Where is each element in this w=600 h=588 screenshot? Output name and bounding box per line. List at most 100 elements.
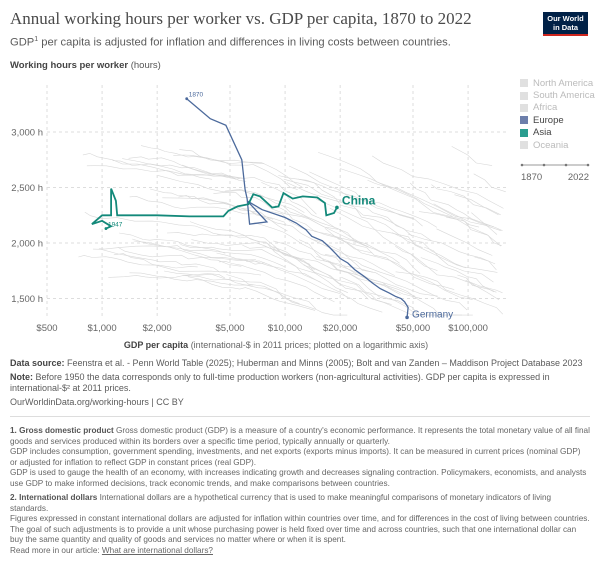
background-country-line [216, 252, 349, 299]
footnote-title: 1. Gross domestic product [10, 426, 114, 435]
background-country-line [419, 211, 502, 246]
background-country-line [283, 205, 421, 274]
background-country-line [166, 232, 276, 250]
x-tick-label: $2,000 [143, 323, 172, 334]
background-country-line [395, 246, 500, 301]
legend-swatch [520, 79, 528, 88]
legend-swatch [520, 116, 528, 125]
background-country-line [128, 156, 246, 179]
background-country-line [98, 245, 256, 262]
legend-item[interactable]: Africa [520, 102, 595, 114]
footnote-2: 2. International dollars International d… [10, 493, 590, 556]
background-country-line [113, 253, 262, 276]
subtitle-text: per capita is adjusted for inflation and… [38, 36, 451, 49]
background-country-line [424, 246, 494, 283]
timeline-start-label[interactable]: 1870 [521, 172, 542, 183]
y-tick-label: 1,500 h [11, 294, 43, 305]
footnote-title: 2. International dollars [10, 493, 98, 502]
series-start-point [104, 227, 108, 230]
background-country-line [451, 146, 493, 166]
timeline-end-label[interactable]: 2022 [568, 172, 589, 183]
background-country-line [178, 195, 288, 232]
series-start-label: 1870 [189, 92, 204, 99]
legend-item[interactable]: Europe [520, 114, 595, 126]
footnote-ref[interactable]: 1 [34, 36, 39, 43]
background-country-line [329, 207, 466, 269]
background-country-line [129, 195, 274, 220]
background-country-line [473, 173, 506, 193]
background-country-line [82, 153, 213, 180]
x-tick-label: $1,000 [88, 323, 117, 334]
x-tick-label: $10,000 [268, 323, 302, 334]
background-country-line [367, 179, 495, 228]
chart-url[interactable]: OurWorldinData.org/working-hours | CC BY [10, 397, 184, 407]
background-country-line [371, 155, 504, 209]
background-country-line [457, 274, 497, 293]
y-tick-label: 2,500 h [11, 183, 43, 194]
timeline-tick [520, 163, 524, 167]
background-country-line [278, 175, 414, 219]
background-country-line [286, 182, 432, 242]
background-country-line [433, 203, 501, 231]
background-country-line [299, 239, 421, 299]
background-country-line [122, 158, 247, 182]
background-country-line [446, 216, 501, 247]
background-country-line [256, 213, 395, 276]
background-country-line [311, 239, 438, 297]
footnote-text: The goal of such adjustments is to provi… [10, 524, 577, 545]
scatter-plot[interactable]: 1,500 h 2,000 h 2,500 h 3,000 h $500 $1,000 $2… [0, 0, 600, 350]
footnotes: 1. Gross domestic product Gross domestic… [10, 426, 590, 556]
background-country-line [179, 149, 298, 190]
background-country-line [78, 255, 198, 269]
background-country-line [191, 239, 315, 271]
legend-label: Oceania [533, 139, 569, 151]
owid-logo[interactable]: Our World in Data [543, 12, 588, 36]
background-country-line [218, 260, 335, 303]
x-tick-label: $20,000 [323, 323, 357, 334]
background-country-line [187, 276, 316, 311]
background-country-line [283, 178, 413, 237]
legend-swatch [520, 103, 528, 112]
background-country-line [454, 194, 499, 216]
background-country-line [391, 232, 498, 273]
legend-item[interactable]: Oceania [520, 139, 595, 151]
background-country-line [303, 264, 434, 316]
series-start-point [185, 97, 189, 101]
footnote-1: 1. Gross domestic product Gross domestic… [10, 426, 590, 489]
background-country-line [132, 238, 285, 267]
background-country-line [180, 244, 315, 274]
timeline-tick [564, 163, 568, 167]
background-country-line [140, 145, 265, 164]
footer: Data source: Feenstra et al. - Penn Worl… [10, 358, 590, 556]
x-tick-label: $50,000 [396, 323, 430, 334]
background-country-line [273, 240, 401, 295]
note-text: Before 1950 the data corresponds only to… [10, 372, 550, 393]
source-text: Feenstra et al. - Penn World Table (2025… [64, 358, 583, 368]
legend-item[interactable]: South America [520, 89, 595, 101]
series-label-china: China [342, 193, 376, 207]
international-dollars-link[interactable]: What are international dollars? [101, 545, 213, 555]
background-country-line [129, 272, 253, 286]
y-axis-title: Working hours per worker [10, 60, 129, 71]
series-end-point [335, 205, 339, 210]
footnote-text: Read more in our article: [10, 545, 102, 555]
background-country-line [420, 257, 495, 293]
y-tick-label: 3,000 h [11, 128, 43, 139]
note-label: Note: [10, 372, 33, 382]
background-country-line [318, 152, 453, 217]
legend-item[interactable]: North America [520, 77, 595, 89]
background-country-line [316, 198, 438, 271]
background-country-line [465, 280, 503, 294]
background-country-line [436, 228, 493, 256]
footnote-text: GDP includes consumption, government spe… [10, 447, 581, 467]
series-label-germany: Germany [412, 309, 453, 320]
legend-item[interactable]: Asia [520, 127, 595, 139]
background-country-line [157, 175, 305, 213]
background-country-line [224, 189, 366, 247]
timeline-tick [586, 163, 590, 167]
background-country-line [249, 222, 374, 273]
background-country-line [226, 274, 348, 316]
legend-swatch [520, 128, 528, 137]
background-country-line [217, 234, 349, 293]
legend-swatch [520, 91, 528, 100]
